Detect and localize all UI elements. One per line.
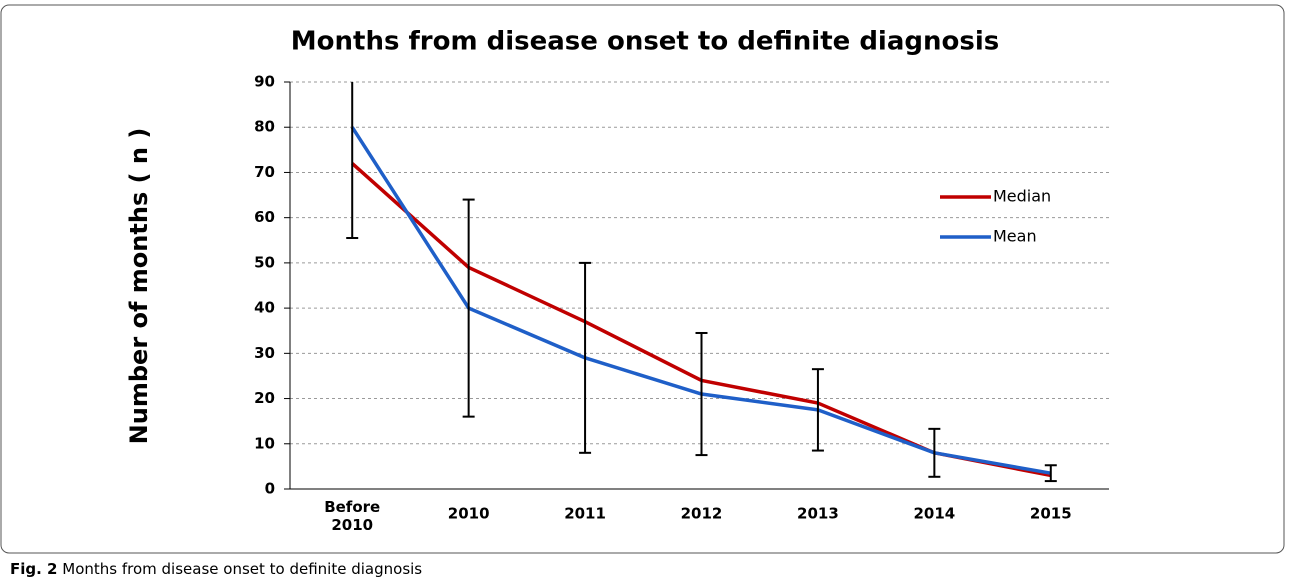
error-bar <box>346 82 359 240</box>
error-bar <box>811 368 824 452</box>
figure-border <box>0 4 1285 554</box>
x-tick-label-line: 2010 <box>331 516 373 534</box>
y-tick-label: 20 <box>254 389 275 407</box>
caption-label: Fig. 2 <box>10 560 57 578</box>
error-bar <box>928 427 941 478</box>
caption: Fig. 2 Months from disease onset to defi… <box>10 560 422 578</box>
x-tick-label: 2010 <box>448 505 490 523</box>
x-tick-label: 2013 <box>797 505 839 523</box>
y-tick-label: 60 <box>254 208 275 226</box>
error-bar <box>695 331 708 457</box>
error-bar <box>1044 464 1057 483</box>
y-tick-label: 40 <box>254 299 275 317</box>
x-tick-label: Before 2010 <box>324 498 380 534</box>
x-tick-label: 2012 <box>681 505 723 523</box>
y-tick-label: 50 <box>254 253 275 271</box>
x-tick-label-line: Before <box>324 498 380 516</box>
y-tick-label: 90 <box>254 73 275 91</box>
legend-label: Median <box>993 187 1051 206</box>
plot-clip <box>346 82 1057 483</box>
error-bar <box>462 198 475 418</box>
chart-title: Months from disease onset to definite di… <box>291 27 999 57</box>
y-tick-label: 80 <box>254 118 275 136</box>
y-tick-label: 0 <box>265 480 275 498</box>
y-axis-label: Number of months ( n ) <box>125 128 153 445</box>
error-bar <box>579 261 592 454</box>
legend-label: Mean <box>993 227 1037 246</box>
x-tick-label: 2014 <box>913 505 955 523</box>
x-tick-label: 2011 <box>564 505 606 523</box>
y-tick-label: 70 <box>254 163 275 181</box>
x-tick-label: 2015 <box>1030 505 1072 523</box>
caption-text: Months from disease onset to definite di… <box>62 560 422 578</box>
y-tick-label: 10 <box>254 434 275 452</box>
y-tick-label: 30 <box>254 344 275 362</box>
